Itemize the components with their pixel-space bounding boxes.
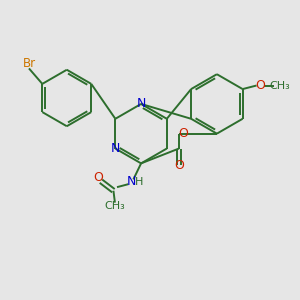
Text: O: O [178,127,188,140]
Text: O: O [174,159,184,172]
Text: CH₃: CH₃ [105,201,125,211]
Text: N: N [127,175,136,188]
Text: O: O [94,171,103,184]
Text: N: N [136,98,146,110]
Text: Br: Br [22,57,35,70]
Text: O: O [256,79,266,92]
Text: CH₃: CH₃ [269,80,290,91]
Text: H: H [135,177,143,188]
Text: N: N [111,142,120,155]
